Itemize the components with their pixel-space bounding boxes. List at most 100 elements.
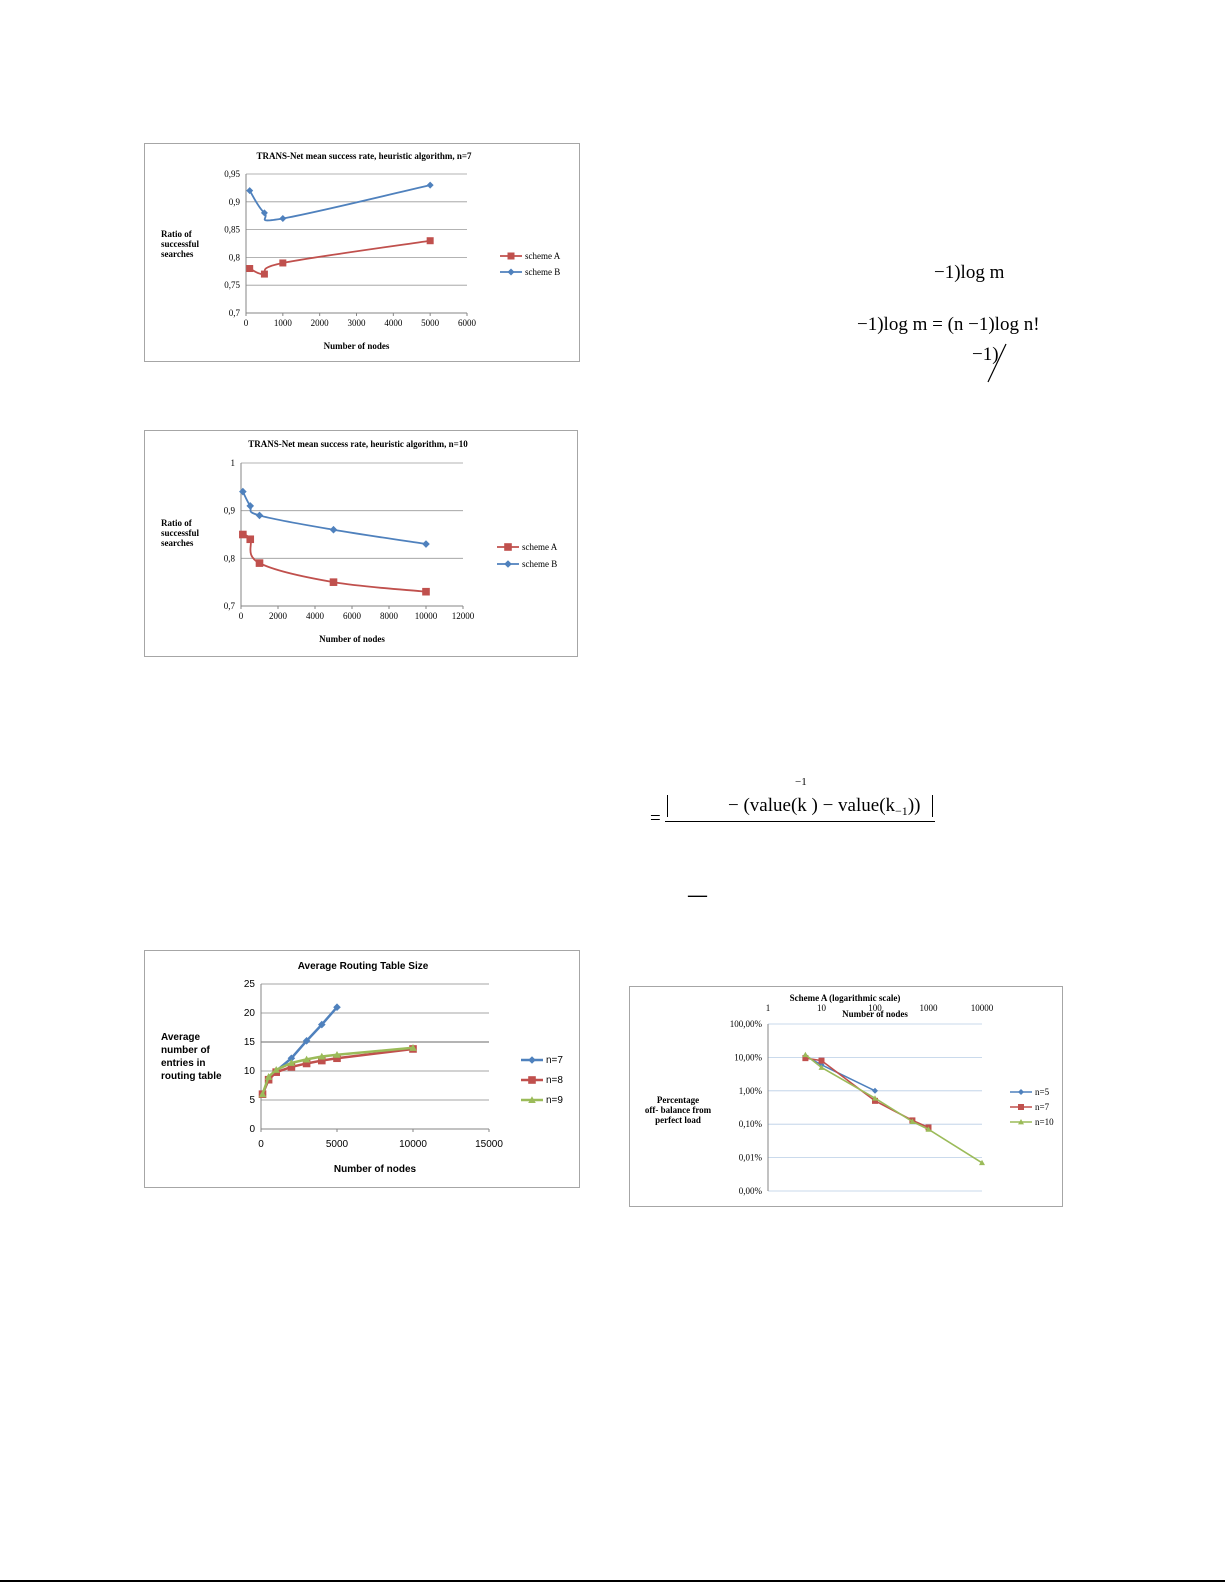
chart4-data-point xyxy=(909,1118,916,1124)
chart4-legend-marker xyxy=(1018,1089,1024,1095)
chart3-data-point xyxy=(318,1052,326,1060)
chart2-series-line-schemeB xyxy=(242,491,427,545)
chart1-xtick-label: 4000 xyxy=(384,318,403,328)
chart2-ytick-label: 0,9 xyxy=(224,506,236,516)
chart1-data-point xyxy=(426,237,434,245)
chart4-legend-label: n=10 xyxy=(1035,1117,1054,1127)
chart-scheme-a-log: Scheme A (logarithmic scale) 100,00% 1 0,00… xyxy=(629,986,1063,1207)
chart3-legend-label: n=8 xyxy=(546,1075,563,1086)
chart4-ytick-label: 0,10% xyxy=(739,1119,763,1129)
chart4-legend-marker xyxy=(1018,1104,1024,1110)
chart2-data-point xyxy=(246,535,255,544)
chart4-ytick-label: 0,00% xyxy=(739,1186,763,1196)
chart1-data-point xyxy=(426,181,434,189)
formula-lhs: = xyxy=(650,808,661,829)
chart2-data-point xyxy=(239,487,247,496)
chart2-legend-label: scheme B xyxy=(522,559,557,569)
chart4-xtick-label: 1 xyxy=(766,1003,771,1013)
chart2-legend-marker xyxy=(504,543,512,551)
chart3-data-point xyxy=(333,1054,341,1063)
chart2-data-point xyxy=(255,511,264,520)
chart2-ytick-label: 0,8 xyxy=(224,553,236,563)
chart2-ylabel-line: Ratio of xyxy=(161,518,193,528)
chart2-data-point xyxy=(239,530,247,539)
chart4-xtick-label: 10 xyxy=(817,1003,827,1013)
chart1-xtick-label: 1000 xyxy=(274,318,293,328)
chart4-data-point xyxy=(818,1057,825,1064)
chart3-xtick-label: 5000 xyxy=(326,1139,349,1150)
chart3-series-line-n7 xyxy=(261,1006,338,1095)
chart1-xtick-label: 3000 xyxy=(348,318,367,328)
chart1-ylabel-line: searches xyxy=(161,249,194,259)
chart3-xlabel: Number of nodes xyxy=(334,1164,417,1175)
chart3-data-point xyxy=(333,1050,341,1058)
chart-routing-table-size: Average Routing Table Size 0 5 10 15 20 25 0 500… xyxy=(144,950,580,1188)
chart3-title: Average Routing Table Size xyxy=(298,961,429,972)
chart3-data-point xyxy=(287,1063,296,1071)
formula-abs-right xyxy=(932,795,933,817)
chart1-ylabel-line: Ratio of xyxy=(161,229,193,239)
chart3-legend-marker xyxy=(528,1076,536,1084)
chart1-ytick-label: 0,9 xyxy=(229,197,241,207)
chart-scheme-a-log-plot: Scheme A (logarithmic scale) 100,00%1 0,00… xyxy=(645,993,1054,1196)
formula-fragment-3: −1) xyxy=(972,344,999,365)
chart3-ytick-label: 15 xyxy=(244,1037,256,1048)
chart4-xtick-label: 1000 xyxy=(920,1003,939,1013)
chart3-ylabel-line: entries in xyxy=(161,1058,205,1069)
chart4-title: Scheme A (logarithmic scale) xyxy=(790,993,901,1003)
chart1-legend-label: scheme A xyxy=(525,251,561,261)
chart1-data-point xyxy=(246,187,254,195)
chart1-data-point xyxy=(260,270,268,278)
chart2-xtick-label: 4000 xyxy=(306,611,325,621)
chart1-data-point xyxy=(279,259,287,267)
chart2-ytick-label: 0,7 xyxy=(224,601,236,611)
formula-dash: — xyxy=(688,885,707,906)
chart4-data-point xyxy=(818,1064,825,1070)
chart4-legend-label: n=5 xyxy=(1035,1087,1050,1097)
chart2-data-point xyxy=(422,540,430,548)
chart1-ytick-label: 0,75 xyxy=(224,280,240,290)
chart1-xtick-label: 0 xyxy=(244,318,249,328)
chart2-data-point xyxy=(329,525,338,534)
chart1-data-point xyxy=(279,214,287,222)
chart3-ylabel-line: routing table xyxy=(161,1071,222,1082)
chart3-data-point xyxy=(302,1059,311,1068)
chart2-xtick-label: 8000 xyxy=(380,611,399,621)
chart4-ytick-label: 0,01% xyxy=(739,1153,763,1163)
chart1-xtick-label: 5000 xyxy=(421,318,440,328)
chart-success-rate-n10: TRANS-Net mean success rate, heuristic a… xyxy=(144,430,578,657)
chart3-xtick-label: 15000 xyxy=(475,1139,503,1150)
chart4-data-point xyxy=(802,1055,809,1062)
chart4-ylabel-line: perfect load xyxy=(655,1115,701,1125)
chart-success-rate-n10-plot: TRANS-Net mean success rate, heuristic a… xyxy=(161,439,558,644)
formula-num-b: )) xyxy=(907,795,921,816)
chart3-data-point xyxy=(287,1059,296,1066)
formula-slash xyxy=(987,343,1007,383)
chart4-data-point xyxy=(872,1095,878,1101)
chart3-xtick-label: 0 xyxy=(258,1139,264,1150)
chart4-legend-label: n=7 xyxy=(1035,1102,1050,1112)
chart-success-rate-n7-plot: TRANS-Net mean success rate, heuristic a… xyxy=(161,151,561,351)
formula-num-sub: −1 xyxy=(895,804,908,818)
chart3-data-point xyxy=(302,1037,311,1045)
chart4-ylabel-line: off- balance from xyxy=(645,1105,712,1115)
chart2-ylabel-line: successful xyxy=(161,528,199,538)
chart4-ylabel-line: Percentage xyxy=(657,1095,699,1105)
chart3-ylabel-line: Average xyxy=(161,1032,201,1043)
chart1-ylabel-line: successful xyxy=(161,239,199,249)
chart3-ytick-label: 10 xyxy=(244,1066,256,1077)
chart2-data-point xyxy=(255,559,264,567)
chart2-xtick-label: 10000 xyxy=(415,611,438,621)
chart3-ytick-label: 0 xyxy=(249,1124,255,1135)
chart2-ylabel-line: searches xyxy=(161,538,194,548)
chart-routing-table-size-plot: Average Routing Table Size 0 5 10 15 20 25 0 500… xyxy=(161,961,563,1175)
chart3-data-point xyxy=(287,1054,296,1063)
chart3-data-point xyxy=(272,1066,280,1073)
chart4-ytick-label: 100,00% xyxy=(730,1019,763,1029)
chart3-data-point xyxy=(409,1044,417,1051)
chart1-ytick-label: 0,7 xyxy=(229,308,241,318)
chart1-series-line-schemeA xyxy=(249,239,431,276)
chart3-legend-label: n=7 xyxy=(546,1055,563,1066)
chart3-xtick-label: 10000 xyxy=(399,1139,427,1150)
formula-fragment-1: −1)log m xyxy=(934,262,1005,283)
